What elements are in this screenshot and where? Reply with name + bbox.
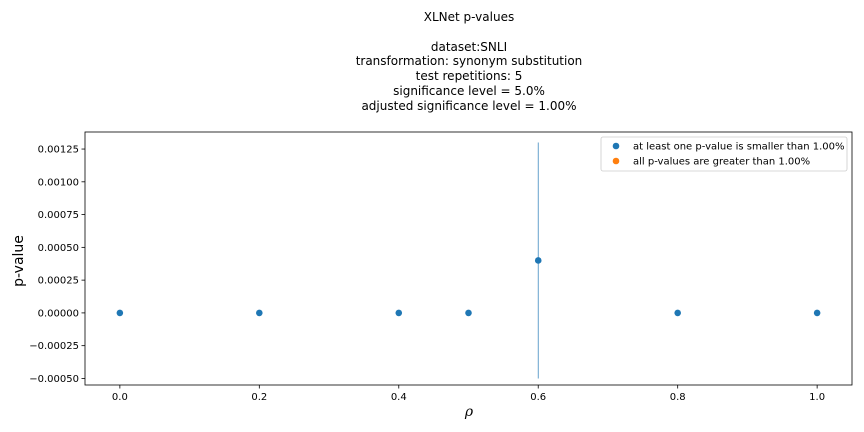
legend: at least one p-value is smaller than 1.0… bbox=[600, 136, 848, 172]
x-tick-label: 0.0 bbox=[112, 392, 128, 403]
y-tick-label: 0.00125 bbox=[38, 145, 79, 156]
x-tick-label: 0.4 bbox=[391, 392, 407, 403]
chart-title-block: XLNet p-values dataset:SNLI transformati… bbox=[0, 10, 864, 114]
data-point bbox=[813, 309, 821, 317]
x-tick-label: 0.6 bbox=[530, 392, 546, 403]
chart-subtitle-transformation: transformation: synonym substitution bbox=[355, 54, 583, 69]
data-point bbox=[465, 309, 472, 317]
y-tick-label: 0.00050 bbox=[38, 243, 79, 254]
chart-subtitle-adjusted-significance: adjusted significance level = 1.00% bbox=[361, 98, 577, 113]
chart-subtitle-significance: significance level = 5.0% bbox=[393, 83, 545, 98]
plot-area bbox=[116, 142, 821, 379]
x-tick-label: 0.2 bbox=[251, 392, 267, 403]
data-point bbox=[674, 309, 681, 317]
chart-title: XLNet p-values bbox=[423, 10, 515, 24]
legend-marker bbox=[612, 157, 620, 165]
legend-label: all p-values are greater than 1.00% bbox=[633, 157, 810, 168]
y-tick-label: −0.00050 bbox=[29, 374, 79, 385]
y-tick-label: −0.00025 bbox=[29, 341, 79, 352]
data-point bbox=[256, 309, 263, 317]
x-axis-label: ρ bbox=[464, 404, 474, 420]
axes: 0.0 0.2 0.4 0.6 0.8 1.0 0.00125 0.00100 0.00075 0… bbox=[29, 131, 853, 403]
legend-box bbox=[600, 136, 848, 172]
data-point bbox=[116, 309, 124, 317]
x-tick-label: 0.8 bbox=[670, 392, 686, 403]
plot-frame bbox=[84, 131, 853, 386]
chart-subtitle-repetitions: test repetitions: 5 bbox=[415, 69, 523, 84]
chart-subtitle-dataset: dataset:SNLI bbox=[430, 39, 508, 54]
legend-label: at least one p-value is smaller than 1.0… bbox=[633, 142, 844, 153]
y-tick-label: 0.00025 bbox=[38, 276, 79, 287]
y-tick-label: 0.00075 bbox=[38, 210, 79, 221]
data-point bbox=[534, 257, 542, 264]
data-point bbox=[395, 309, 403, 317]
y-axis-label: p-value bbox=[11, 235, 27, 287]
y-tick-label: 0.00000 bbox=[38, 308, 79, 319]
legend-marker bbox=[612, 142, 620, 150]
x-tick-label: 1.0 bbox=[809, 392, 825, 403]
y-tick-label: 0.00100 bbox=[38, 177, 79, 188]
